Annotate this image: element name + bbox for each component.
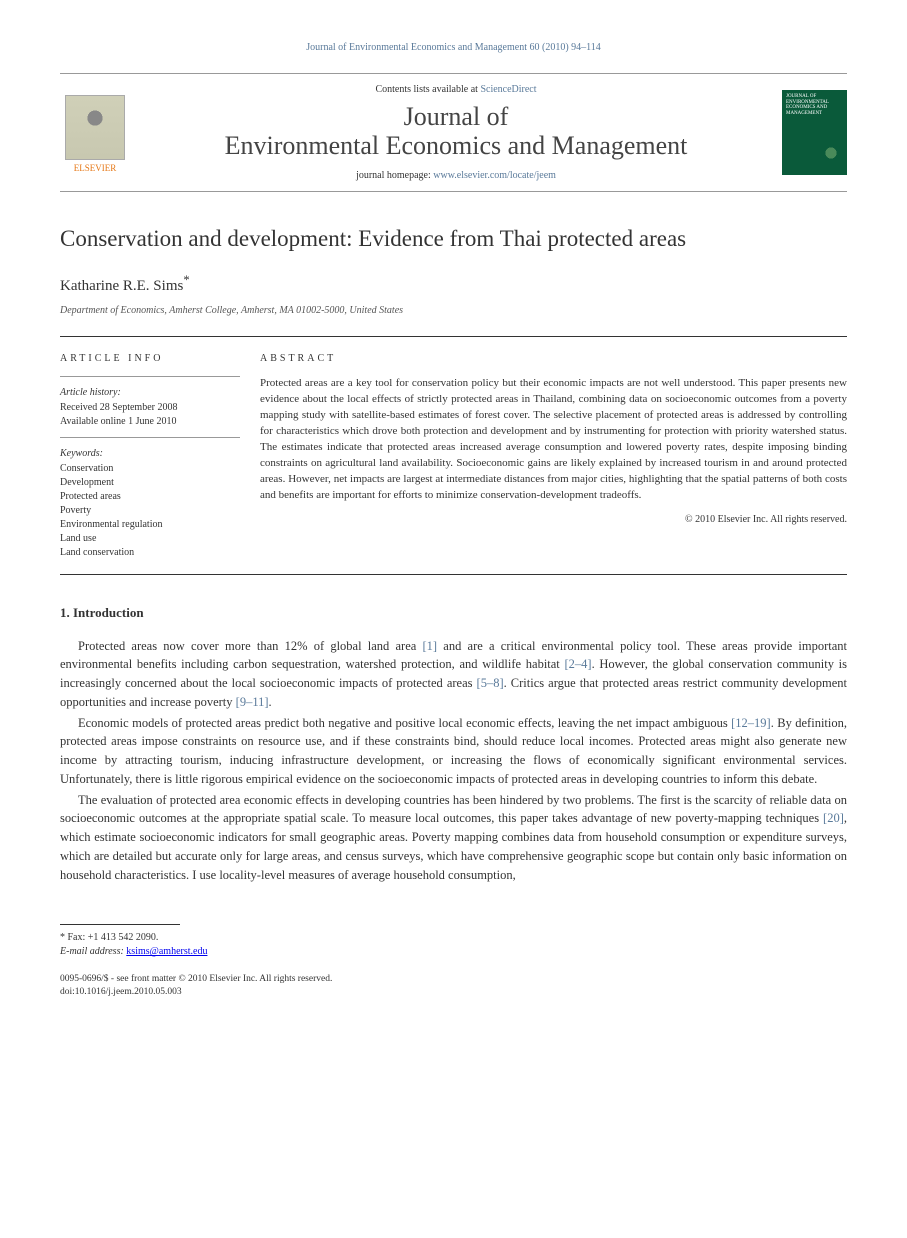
elsevier-tree-icon: [65, 95, 125, 160]
author-line: Katharine R.E. Sims*: [60, 271, 847, 298]
email-label: E-mail address:: [60, 946, 124, 957]
elsevier-logo: ELSEVIER: [60, 90, 130, 175]
section-title: Introduction: [73, 605, 144, 620]
email-link[interactable]: ksims@amherst.edu: [126, 946, 207, 957]
para-text: .: [269, 695, 272, 709]
masthead: ELSEVIER Contents lists available at Sci…: [60, 73, 847, 192]
ref-link[interactable]: [20]: [823, 811, 844, 825]
para-text: The evaluation of protected area economi…: [60, 793, 847, 826]
footnote-fax: * Fax: +1 413 542 2090.: [60, 931, 847, 945]
footer-block: 0095-0696/$ - see front matter © 2010 El…: [60, 973, 847, 999]
history-head: Article history:: [60, 376, 240, 400]
article-info-label: ARTICLE INFO: [60, 351, 240, 366]
para-text: Protected areas now cover more than 12% …: [78, 639, 423, 653]
homepage-prefix: journal homepage:: [356, 170, 433, 181]
keyword: Protected areas: [60, 490, 240, 504]
cover-title: JOURNAL OF ENVIRONMENTAL ECONOMICS AND M…: [786, 94, 843, 116]
journal-name-line1: Journal of: [404, 102, 509, 131]
para-text: Economic models of protected areas predi…: [78, 716, 731, 730]
ref-link[interactable]: [1]: [423, 639, 438, 653]
keywords-head: Keywords:: [60, 437, 240, 461]
body-paragraph: Protected areas now cover more than 12% …: [60, 637, 847, 712]
masthead-center: Contents lists available at ScienceDirec…: [142, 82, 770, 183]
article-title: Conservation and development: Evidence f…: [60, 222, 847, 257]
running-head: Journal of Environmental Economics and M…: [60, 40, 847, 55]
keyword: Conservation: [60, 462, 240, 476]
info-abstract-row: ARTICLE INFO Article history: Received 2…: [60, 337, 847, 575]
journal-cover-thumb: JOURNAL OF ENVIRONMENTAL ECONOMICS AND M…: [782, 90, 847, 175]
body-paragraph: The evaluation of protected area economi…: [60, 791, 847, 885]
ref-link[interactable]: [2–4]: [564, 657, 591, 671]
footnote-email: E-mail address: ksims@amherst.edu: [60, 945, 847, 959]
keyword: Poverty: [60, 504, 240, 518]
journal-name: Journal of Environmental Economics and M…: [142, 103, 770, 160]
contents-prefix: Contents lists available at: [375, 84, 480, 95]
fax-label: * Fax:: [60, 932, 85, 943]
online-line: Available online 1 June 2010: [60, 415, 240, 429]
abstract-column: ABSTRACT Protected areas are a key tool …: [260, 351, 847, 560]
body-paragraph: Economic models of protected areas predi…: [60, 714, 847, 789]
keywords-list: Conservation Development Protected areas…: [60, 462, 240, 560]
article-info: ARTICLE INFO Article history: Received 2…: [60, 351, 260, 560]
section-heading: 1. Introduction: [60, 603, 847, 623]
abstract-copyright: © 2010 Elsevier Inc. All rights reserved…: [260, 512, 847, 527]
keyword: Environmental regulation: [60, 518, 240, 532]
elsevier-label: ELSEVIER: [74, 162, 117, 176]
keyword: Land use: [60, 532, 240, 546]
fax-number: +1 413 542 2090.: [88, 932, 159, 943]
journal-name-line2: Environmental Economics and Management: [225, 131, 688, 160]
author-name: Katharine R.E. Sims: [60, 278, 183, 294]
keyword: Development: [60, 476, 240, 490]
received-line: Received 28 September 2008: [60, 401, 240, 415]
affiliation: Department of Economics, Amherst College…: [60, 303, 847, 318]
sciencedirect-link[interactable]: ScienceDirect: [480, 84, 536, 95]
abstract-label: ABSTRACT: [260, 351, 847, 366]
footer-doi: doi:10.1016/j.jeem.2010.05.003: [60, 986, 847, 999]
ref-link[interactable]: [12–19]: [731, 716, 771, 730]
ref-link[interactable]: [9–11]: [236, 695, 269, 709]
homepage-link[interactable]: www.elsevier.com/locate/jeem: [433, 170, 556, 181]
footer-copyright: 0095-0696/$ - see front matter © 2010 El…: [60, 973, 847, 986]
keyword: Land conservation: [60, 546, 240, 560]
section-number: 1.: [60, 605, 70, 620]
contents-line: Contents lists available at ScienceDirec…: [142, 82, 770, 97]
ref-link[interactable]: [5–8]: [477, 676, 504, 690]
footnote-rule: [60, 924, 180, 925]
cover-tree-icon: [821, 143, 841, 163]
author-marker: *: [183, 273, 189, 287]
abstract-text: Protected areas are a key tool for conse…: [260, 376, 847, 504]
homepage-line: journal homepage: www.elsevier.com/locat…: [142, 168, 770, 183]
